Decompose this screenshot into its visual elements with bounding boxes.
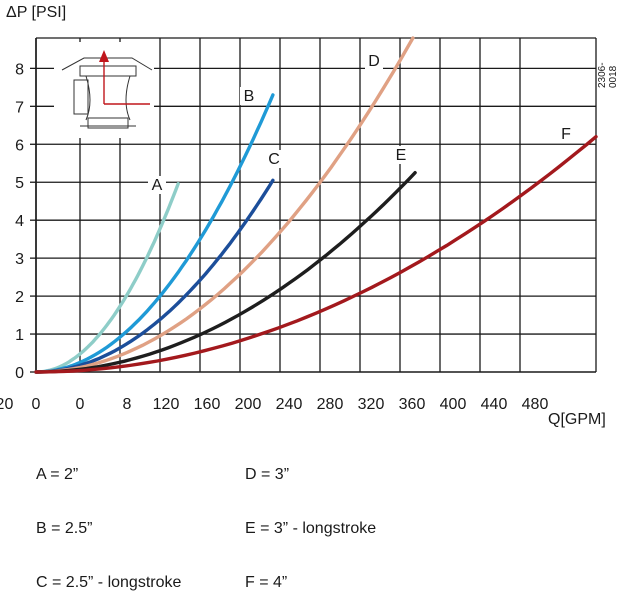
x-tick-label: 8 (123, 396, 132, 413)
y-tick-label: 5 (15, 175, 24, 192)
x-tick-label: 480 (522, 396, 549, 413)
y-tick-label: 6 (15, 137, 24, 154)
series-curves (34, 36, 598, 374)
x-tick-label: 0 (32, 396, 41, 413)
series-label-bg (365, 52, 383, 70)
icon-top (61, 57, 153, 71)
series-label-bg (265, 150, 283, 168)
series-label-bg (148, 176, 166, 194)
legend-entry-f: F = 4” (245, 574, 288, 591)
series-label-bg (392, 146, 410, 164)
series-label-a: A (152, 177, 163, 194)
y-tick-label: 4 (15, 213, 24, 230)
series-line-a (34, 182, 180, 374)
y-tick-label: 0 (15, 365, 24, 382)
series-line-e (34, 171, 417, 374)
series-label-bg (240, 87, 258, 105)
x-tick-label: 400 (440, 396, 467, 413)
series-line-b (34, 93, 275, 374)
x-tick-label: 520 (0, 396, 13, 413)
x-tick-label: 320 (358, 396, 385, 413)
legend-entry-e: E = 3” - longstroke (245, 520, 377, 537)
legend-col-1: A = 2” B = 2.5” C = 2.5” - longstroke (36, 430, 181, 610)
x-tick-label: 440 (481, 396, 508, 413)
series-label-f: F (561, 126, 571, 143)
x-axis-label: Q[GPM] (548, 411, 606, 428)
icon-base (87, 117, 129, 129)
legend-entry-d: D = 3” (245, 466, 290, 483)
y-axis-label: ΔP [PSI] (6, 4, 67, 21)
series-label-b: B (244, 88, 255, 105)
x-tick-label: 160 (194, 396, 221, 413)
x-tick-label: 0 (76, 396, 85, 413)
y-tick-label: 2 (15, 289, 24, 306)
legend-entry-a: A = 2” (36, 466, 79, 483)
series-labels: A B C D E F (148, 52, 575, 194)
icon-port-left (73, 79, 89, 115)
legend-col-2: D = 3” E = 3” - longstroke F = 4” (245, 430, 376, 610)
series-label-d: D (368, 53, 380, 70)
series-line-d (34, 36, 415, 374)
x-tick-label: 200 (235, 396, 262, 413)
x-tick-label: 360 (399, 396, 426, 413)
icon-flange-top (79, 65, 137, 77)
legend-entry-c: C = 2.5” - longstroke (36, 574, 182, 591)
icon-arrow-head (99, 50, 109, 62)
y-tick-label: 7 (15, 99, 24, 116)
y-tick-label: 1 (15, 327, 24, 344)
y-tick-label: 3 (15, 251, 24, 268)
valve-diagram-icon (54, 42, 154, 138)
y-tick-label: 8 (15, 61, 24, 78)
series-line-f (34, 135, 598, 374)
x-tick-label: 280 (317, 396, 344, 413)
series-label-c: C (268, 151, 280, 168)
series-label-bg (557, 125, 575, 143)
x-tick-label: 120 (153, 396, 180, 413)
series-label-e: E (396, 147, 407, 164)
legend-entry-b: B = 2.5” (36, 520, 93, 537)
x-tick-label: 240 (276, 396, 303, 413)
